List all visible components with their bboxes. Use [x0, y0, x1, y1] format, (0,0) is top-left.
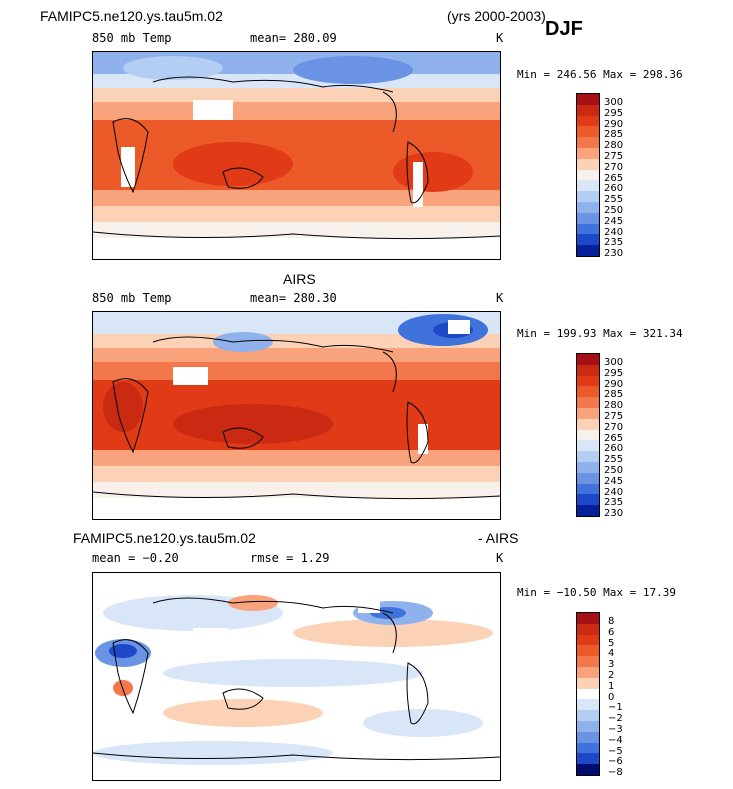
panel1-cbar-label: 265	[604, 172, 624, 184]
panel1-cbar-label: 260	[604, 183, 624, 195]
panel3-map	[92, 572, 501, 781]
panel1-cbar-label: 245	[604, 215, 624, 227]
years-label: (yrs 2000-2003)	[447, 8, 546, 24]
panel3-title: FAMIPC5.ne120.ys.tau5m.02	[73, 530, 256, 546]
panel3-colorbar-labels: 8 6 5 4 3 2 1 0 −1 −2 −3 −4 −5 −6 −8	[608, 616, 648, 779]
panel2-colorbar	[576, 353, 600, 517]
panel3-cbar-label: 8	[608, 616, 615, 627]
panel2-cbar-label: 245	[604, 475, 624, 487]
panel2-cbar-label: 280	[604, 400, 624, 412]
panel1-cbar-label: 250	[604, 205, 624, 216]
panel3-units: K	[496, 551, 504, 565]
panel2-mean: mean= 280.30	[250, 291, 337, 305]
panel3-cbar-label: −2	[608, 713, 623, 725]
panel2-title: AIRS	[283, 271, 316, 287]
panel1-minmax: Min = 246.56 Max = 298.36	[517, 68, 683, 81]
panel1-units: K	[496, 31, 504, 45]
panel2-cbar-label: 255	[604, 454, 624, 466]
panel1-map	[92, 51, 501, 260]
panel3-colorbar	[576, 612, 600, 776]
panel1-cbar-label: 275	[604, 151, 624, 162]
panel2-cbar-label: 265	[604, 432, 624, 444]
panel3-cbar-label: −3	[608, 724, 623, 735]
panel2-cbar-label: 260	[604, 443, 624, 455]
panel3-cbar-label: 3	[608, 659, 615, 671]
panel1-colorbar	[576, 93, 600, 257]
panel1-cbar-label: 280	[604, 140, 624, 152]
panel3-cbar-label: −6	[608, 756, 623, 768]
panel2-cbar-label: 250	[604, 465, 624, 476]
panel3-map-svg	[93, 573, 500, 780]
panel3-cbar-label: 0	[608, 691, 615, 703]
panel2-cbar-label: 275	[604, 411, 624, 422]
panel2-minmax: Min = 199.93 Max = 321.34	[517, 327, 683, 340]
panel2-cbar-label: 290	[604, 378, 624, 390]
panel1-cbar-label: 300	[604, 97, 624, 108]
panel3-minmax: Min = −10.50 Max = 17.39	[517, 586, 676, 599]
panel2-colorbar-labels: 300 295 290 285 280 275 270 265 260 255 …	[604, 357, 644, 520]
panel2-cbar-label: 295	[604, 367, 624, 379]
panel3-cbar-label: 4	[608, 648, 615, 660]
panel1-cbar-label: 295	[604, 107, 624, 119]
panel1-cbar-label: 285	[604, 129, 624, 141]
panel2-cbar-label: 240	[604, 486, 624, 498]
panel3-title-right: - AIRS	[478, 530, 519, 546]
panel3-mean: mean = −0.20	[92, 551, 179, 565]
panel3-cbar-label: 5	[608, 637, 615, 649]
panel2-variable: 850 mb Temp	[92, 291, 172, 305]
panel1-cbar-label: 270	[604, 161, 624, 173]
panel3-cbar-label: −5	[608, 745, 623, 757]
panel2-map-svg	[93, 312, 500, 519]
panel2-units: K	[496, 291, 504, 305]
panel2-map	[92, 311, 501, 520]
panel2-cbar-label: 235	[604, 497, 624, 509]
panel1-cbar-label: 240	[604, 226, 624, 238]
panel2-cbar-label: 285	[604, 389, 624, 401]
panel3-cbar-label: 6	[608, 626, 615, 638]
panel2-cbar-label: 270	[604, 421, 624, 433]
panel1-cbar-label: 255	[604, 194, 624, 206]
panel1-variable: 850 mb Temp	[92, 31, 172, 45]
panel1-cbar-label: 290	[604, 118, 624, 130]
panel1-mean: mean= 280.09	[250, 31, 337, 45]
panel1-cbar-label: 230	[604, 248, 624, 260]
panel2-cbar-label: 230	[604, 508, 624, 520]
panel1-cbar-label: 235	[604, 237, 624, 249]
panel3-cbar-label: −4	[608, 734, 623, 746]
season-label: DJF	[545, 18, 583, 40]
panel1-colorbar-labels: 300 295 290 285 280 275 270 265 260 255 …	[604, 97, 644, 260]
panel3-cbar-label: 1	[608, 680, 615, 692]
panel3-cbar-label: 2	[608, 670, 615, 681]
panel2-cbar-label: 300	[604, 357, 624, 368]
panel3-rmse: rmse = 1.29	[250, 551, 330, 565]
panel3-cbar-label: −8	[608, 767, 623, 779]
panel1-map-svg	[93, 52, 500, 259]
panel3-cbar-label: −1	[608, 702, 623, 714]
model-title: FAMIPC5.ne120.ys.tau5m.02	[40, 8, 223, 24]
